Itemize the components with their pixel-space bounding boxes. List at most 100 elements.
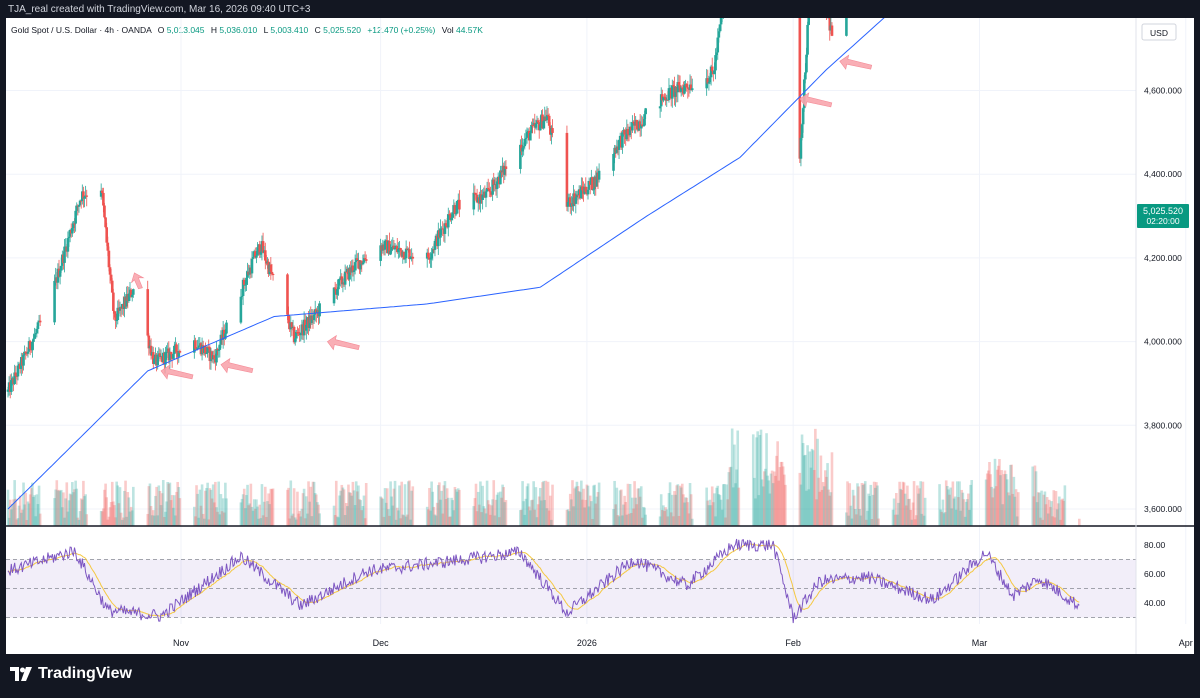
volume-bar	[709, 505, 713, 526]
volume-bar	[433, 514, 437, 526]
legend-low-label: L	[264, 25, 269, 35]
volume-bar	[687, 513, 691, 526]
chart-frame[interactable]: Gold Spot / U.S. Dollar · 4h · OANDA O 5…	[6, 0, 1194, 654]
candle-body	[713, 70, 716, 74]
candle-body	[446, 214, 450, 228]
legend-close-label: C	[315, 25, 321, 35]
volume-bar	[1008, 495, 1011, 526]
candle-body	[344, 271, 348, 273]
volume-bar	[305, 496, 308, 526]
candle-body	[305, 324, 308, 331]
volume-bar	[724, 517, 727, 526]
volume-bar	[6, 489, 10, 526]
time-axis[interactable]: Nov Dec 2026 Feb Mar Apr	[173, 638, 1193, 648]
chart-svg[interactable]: Gold Spot / U.S. Dollar · 4h · OANDA O 5…	[6, 0, 1194, 654]
volume-bar	[79, 498, 83, 526]
candle-body	[492, 179, 496, 185]
volume-bar	[438, 482, 441, 526]
volume-bar	[992, 488, 996, 526]
volume-bar	[290, 515, 294, 526]
price-tick-label: 4,200.000	[1144, 253, 1182, 263]
volume-bar	[427, 509, 430, 526]
candle-body	[689, 84, 693, 90]
volume-bar	[454, 489, 458, 526]
volume-bar	[893, 514, 897, 526]
volume-bar	[171, 507, 175, 526]
volume-bar	[311, 481, 315, 526]
volume-bar	[83, 496, 86, 526]
last-price-badge	[1137, 204, 1189, 228]
candle-body	[504, 166, 508, 169]
volume-bar	[846, 481, 849, 526]
candle-body	[340, 276, 344, 285]
volume-bar	[537, 496, 541, 526]
price-axis[interactable]: 5,800.0005,600.0005,400.0005,200.0004,80…	[1144, 2, 1182, 514]
volume-bar	[248, 503, 252, 526]
volume-bar	[387, 509, 390, 526]
candle-body	[32, 338, 35, 342]
rsi-tick-label: 60.00	[1144, 569, 1166, 579]
candle-body	[204, 345, 207, 354]
volume-bar	[485, 480, 489, 526]
volume-bar	[1039, 517, 1042, 526]
volume-bar	[7, 517, 11, 526]
time-tick-label: Mar	[972, 638, 988, 648]
volume-bar	[967, 493, 970, 526]
volume-bar	[922, 515, 926, 526]
volume-bar	[146, 513, 150, 526]
volume-bar	[964, 501, 968, 526]
volume-bar	[962, 499, 966, 526]
volume-bar	[524, 498, 528, 526]
volume-bar	[621, 515, 624, 526]
volume-bar	[20, 512, 23, 526]
volume-bar	[952, 498, 956, 526]
volume-bar	[807, 489, 810, 526]
rsi-axis[interactable]: 80.00 60.00 40.00	[1144, 540, 1166, 608]
candle-body	[197, 345, 201, 348]
candle-body	[489, 191, 492, 193]
volume-bar	[668, 482, 672, 526]
volume-bar	[1003, 470, 1007, 526]
currency-badge[interactable]	[1141, 23, 1177, 41]
volume-bar	[408, 480, 411, 526]
volume-bar	[71, 482, 74, 526]
volume-bar	[456, 488, 460, 526]
volume-bar	[912, 481, 916, 526]
volume-bar	[830, 452, 834, 526]
candle-body	[74, 210, 77, 224]
volume-bar	[128, 511, 132, 526]
volume-bar	[761, 486, 765, 526]
volume-bar	[148, 483, 152, 526]
volume-bar	[484, 513, 488, 526]
volume-bar	[384, 502, 388, 526]
volume-bar	[1011, 493, 1015, 526]
volume-bar	[659, 494, 663, 526]
volume-bar	[938, 484, 941, 526]
candle-body	[710, 66, 714, 72]
volume-bar	[388, 515, 391, 526]
volume-bar	[113, 505, 116, 526]
candle-body	[113, 310, 116, 314]
volume-bar	[340, 484, 344, 526]
volume-bar	[531, 499, 534, 526]
candle-body	[108, 267, 112, 275]
candle-body	[22, 354, 25, 366]
volume-bar	[958, 481, 961, 526]
volume-bar	[350, 495, 354, 526]
volume-bar	[337, 517, 340, 526]
volume-bar	[115, 481, 118, 526]
volume-bar	[713, 493, 716, 526]
grid	[6, 6, 1187, 624]
candle-body	[529, 132, 532, 141]
volume-bar	[867, 493, 870, 526]
volume-bar	[482, 506, 486, 526]
candle-body	[612, 154, 615, 171]
volume-bar	[403, 484, 407, 526]
price-tick-label: 3,800.000	[1144, 420, 1182, 430]
volume-bar	[405, 514, 409, 526]
tradingview-logo[interactable]: TradingView	[10, 665, 132, 683]
volume-bar	[1005, 479, 1009, 526]
candle-body	[662, 96, 665, 101]
candle-body	[14, 372, 18, 376]
volume-bar	[198, 489, 202, 526]
